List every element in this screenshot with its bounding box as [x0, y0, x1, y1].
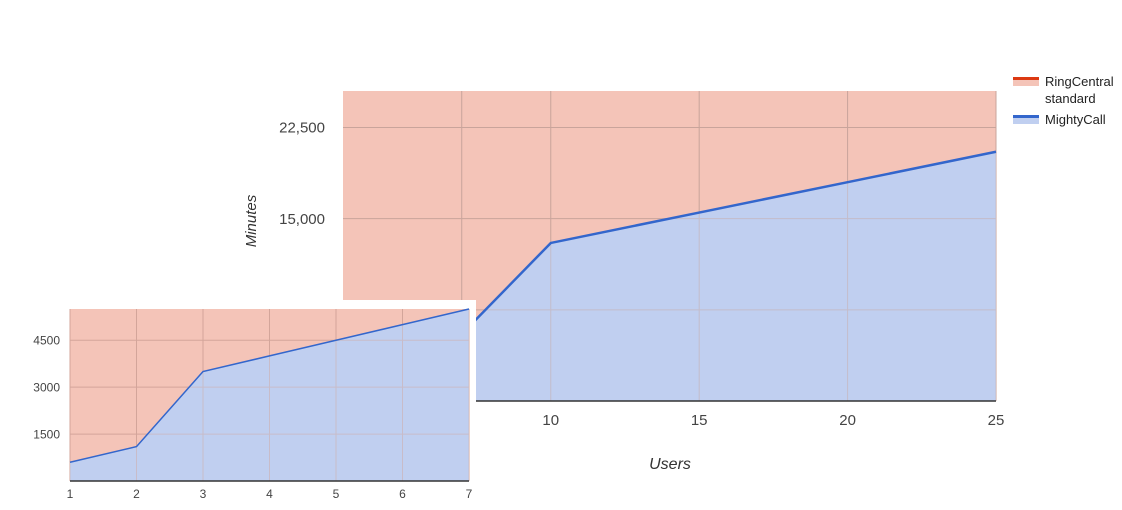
y-tick-label: 15,000 — [279, 211, 325, 228]
legend-swatch-mightycall — [1013, 115, 1039, 124]
legend-item-mightycall[interactable]: MightyCall — [1013, 111, 1122, 128]
y-tick-label: 1500 — [33, 427, 60, 441]
legend-swatch-ringcentral — [1013, 77, 1039, 86]
mightycall-area-overlay — [343, 151, 996, 401]
x-tick-label: 1 — [67, 487, 74, 501]
y-tick-label: 3000 — [33, 380, 60, 394]
x-tick-label: 25 — [988, 412, 1005, 429]
legend-label-ringcentral: RingCentral standard — [1045, 74, 1114, 106]
x-tick-label: 3 — [200, 487, 207, 501]
x-tick-label: 6 — [399, 487, 406, 501]
y-tick-label: 22,500 — [279, 120, 325, 137]
legend: RingCentral standard MightyCall — [1013, 73, 1122, 132]
x-tick-label: 7 — [466, 487, 473, 501]
x-tick-label: 15 — [691, 412, 708, 429]
y-tick-label: 4500 — [33, 333, 60, 347]
x-tick-label: 10 — [542, 412, 559, 429]
x-tick-label: 4 — [266, 487, 273, 501]
mightycall-line — [69, 308, 470, 463]
legend-item-ringcentral[interactable]: RingCentral standard — [1013, 73, 1122, 107]
y-axis-title: Minutes — [243, 194, 260, 247]
x-tick-label: 2 — [133, 487, 140, 501]
x-axis-title: Users — [649, 456, 691, 473]
legend-label-mightycall: MightyCall — [1045, 112, 1106, 127]
mightycall-area-overlay — [70, 309, 469, 481]
x-tick-label: 20 — [839, 412, 856, 429]
x-tick-label: 5 — [333, 487, 340, 501]
